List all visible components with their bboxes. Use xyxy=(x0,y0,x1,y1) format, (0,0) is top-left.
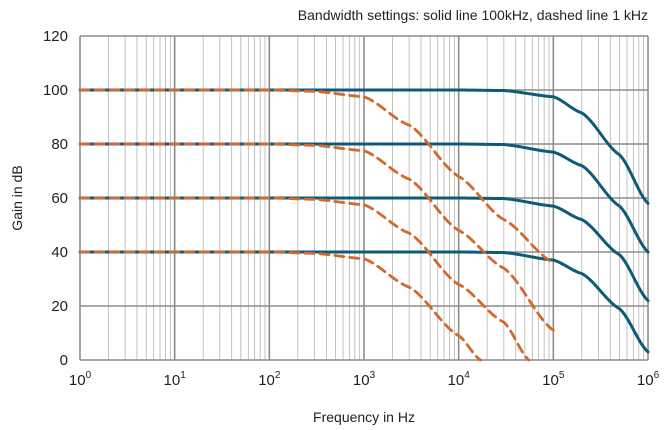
dashed-line-60db xyxy=(78,196,531,362)
x-tick-label: 100 xyxy=(69,370,92,389)
y-tick-label: 60 xyxy=(51,190,68,207)
y-tick-label: 40 xyxy=(51,244,68,261)
dashed-line-100db xyxy=(78,88,555,265)
x-tick-label: 103 xyxy=(353,370,376,389)
x-tick-label: 104 xyxy=(448,370,471,389)
y-tick-label: 0 xyxy=(60,352,68,369)
y-tick-label: 20 xyxy=(51,298,68,315)
x-tick-label: 102 xyxy=(258,370,281,389)
y-tick-label: 100 xyxy=(43,82,68,99)
tick-labels: 0 20 40 60 80 100 120 100 101 102 103 104 105 106 xyxy=(43,28,660,389)
dashed-line-80db xyxy=(78,142,555,332)
y-tick-label: 80 xyxy=(51,136,68,153)
y-axis-label: Gain in dB xyxy=(9,165,25,230)
x-axis-label: Frequency in Hz xyxy=(313,409,415,425)
chart-title: Bandwidth settings: solid line 100kHz, d… xyxy=(298,7,648,23)
series-group xyxy=(78,88,650,362)
dashed-line-40db xyxy=(78,250,482,362)
x-tick-label: 105 xyxy=(542,370,565,389)
x-tick-label: 101 xyxy=(164,370,187,389)
y-tick-label: 120 xyxy=(43,28,68,45)
x-tick-label: 106 xyxy=(637,370,660,389)
